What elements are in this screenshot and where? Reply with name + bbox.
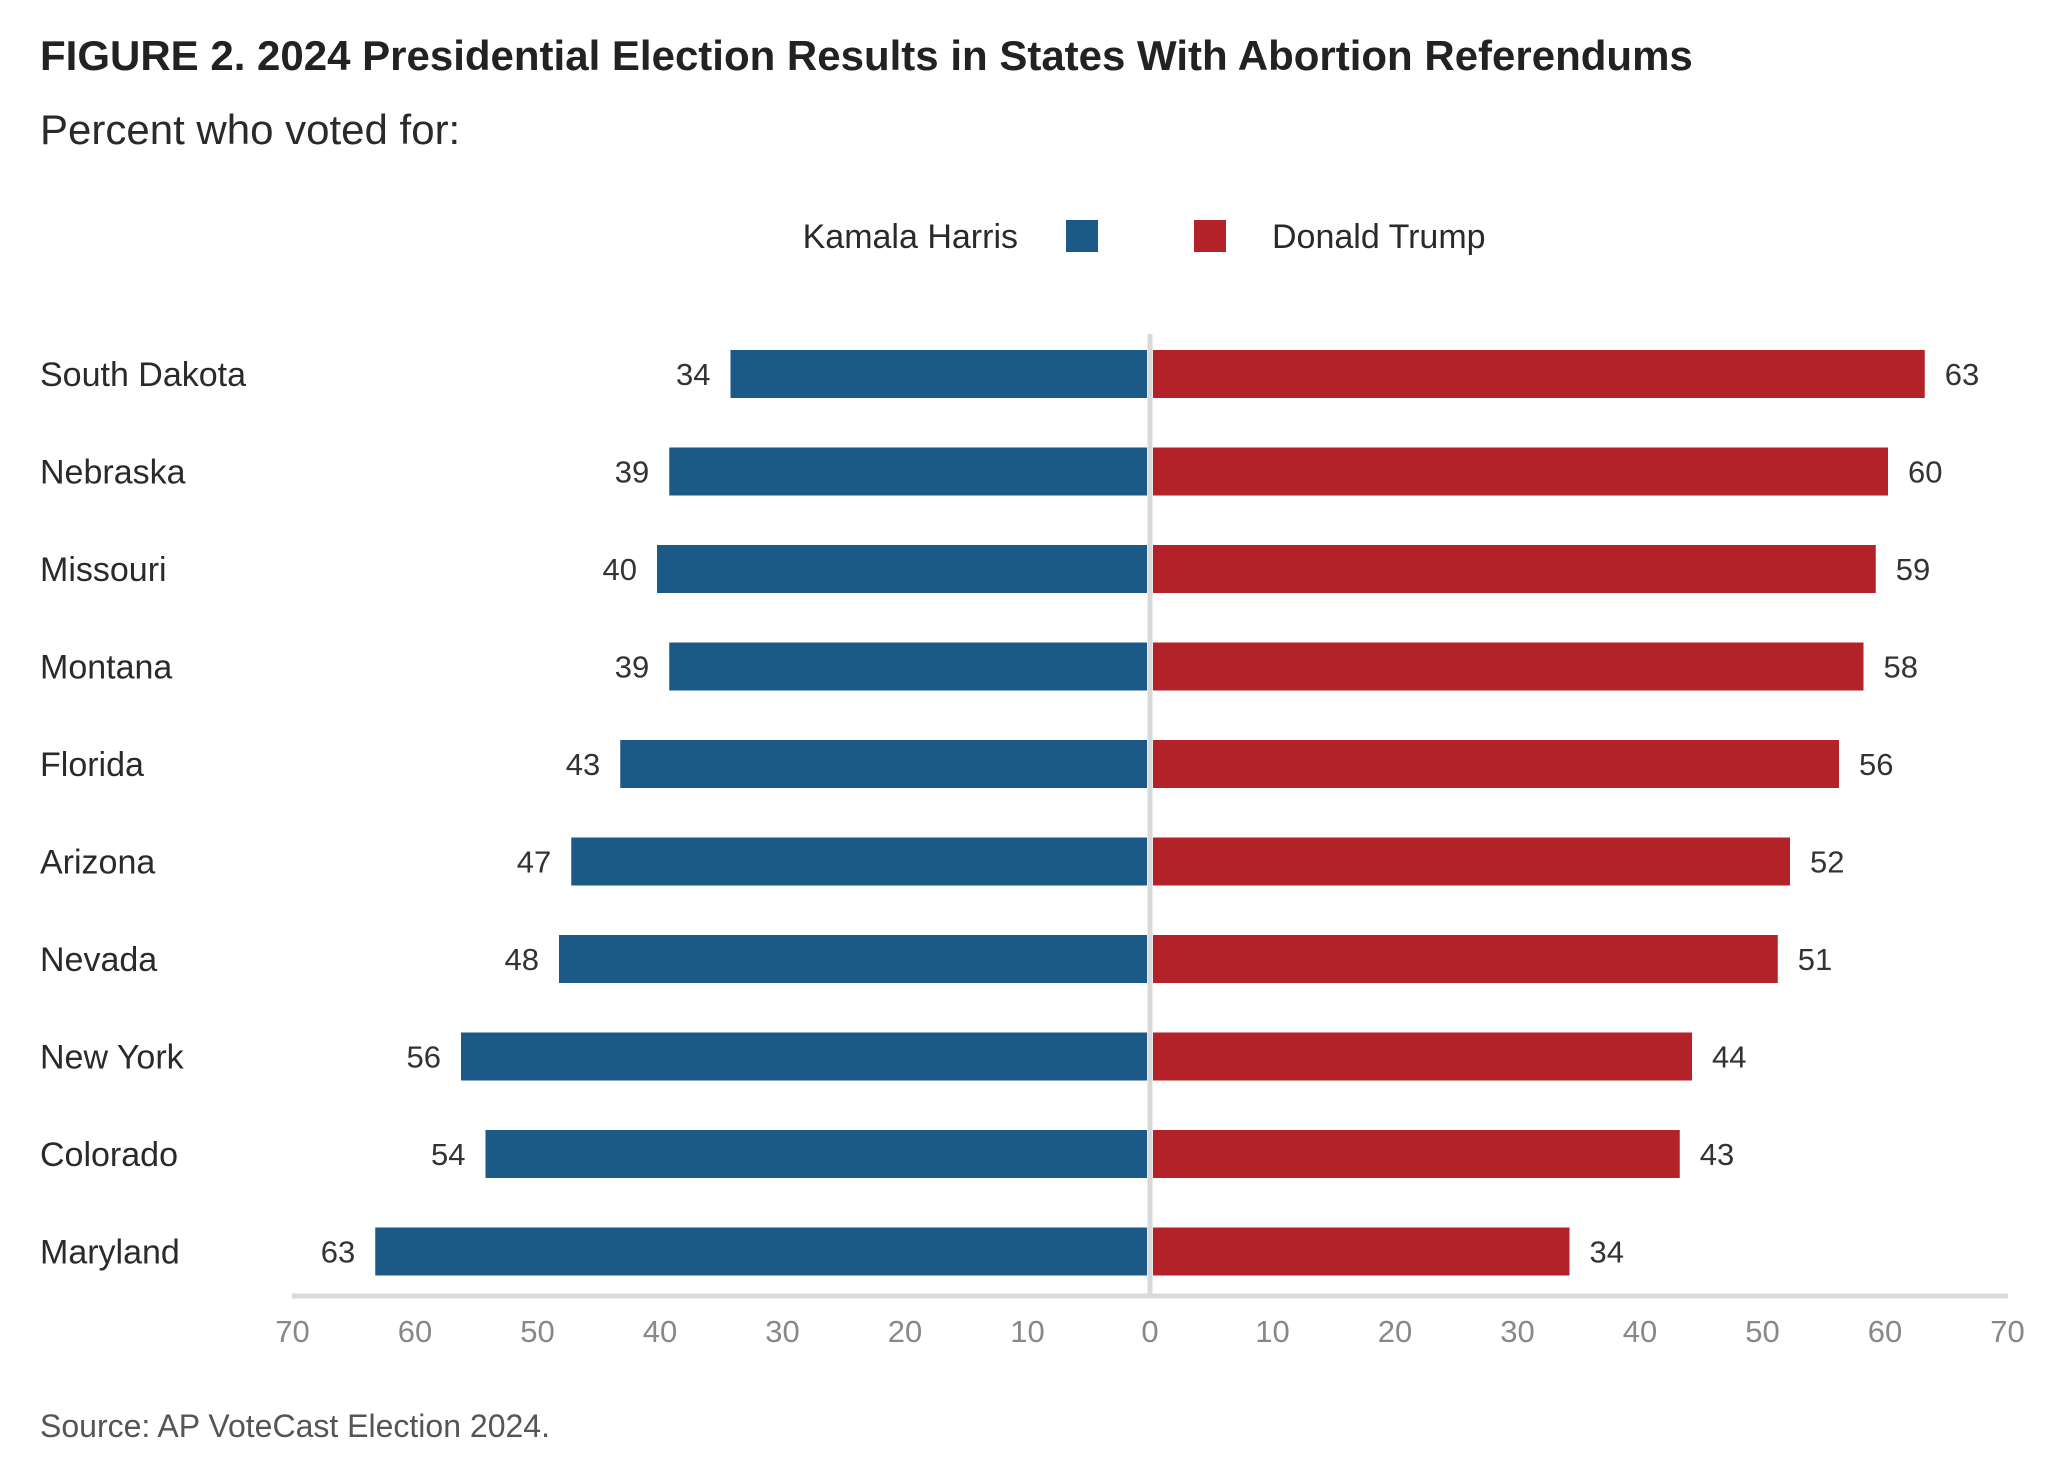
category-label-montana: Montana [40, 649, 172, 687]
x-tick-label: 40 [1623, 1314, 1657, 1349]
value-label-harris-maryland: 63 [321, 1235, 355, 1270]
x-tick-label: 60 [1868, 1314, 1902, 1349]
bar-harris-arizona [571, 837, 1147, 886]
value-label-harris-nebraska: 39 [615, 455, 649, 490]
bar-harris-south-dakota [730, 350, 1147, 398]
bar-trump-south-dakota [1153, 350, 1925, 398]
value-label-trump-new-york: 44 [1712, 1040, 1746, 1075]
value-label-trump-nevada: 51 [1798, 942, 1832, 977]
bar-harris-missouri [657, 545, 1147, 593]
bar-harris-maryland [375, 1227, 1147, 1276]
value-label-harris-new-york: 56 [407, 1040, 441, 1075]
value-label-harris-florida: 43 [566, 747, 600, 782]
category-label-missouri: Missouri [40, 551, 167, 589]
category-label-new-york: New York [40, 1039, 185, 1077]
bar-trump-maryland [1153, 1227, 1570, 1276]
value-label-harris-nevada: 48 [505, 942, 539, 977]
x-tick-label: 20 [888, 1314, 922, 1349]
bar-harris-new-york [461, 1032, 1147, 1081]
bar-trump-missouri [1153, 545, 1876, 593]
bar-harris-colorado [485, 1130, 1147, 1178]
bar-harris-nebraska [669, 447, 1147, 496]
bar-trump-colorado [1153, 1130, 1680, 1178]
value-label-harris-south-dakota: 34 [676, 357, 710, 392]
legend-label-harris: Kamala Harris [803, 218, 1018, 256]
value-label-trump-arizona: 52 [1810, 845, 1844, 880]
x-tick-label: 50 [520, 1314, 554, 1349]
bar-trump-new-york [1153, 1032, 1692, 1081]
value-label-harris-missouri: 40 [603, 552, 637, 587]
chart-subtitle: Percent who voted for: [40, 106, 461, 153]
x-tick-label: 50 [1745, 1314, 1779, 1349]
value-label-trump-colorado: 43 [1700, 1137, 1734, 1172]
category-label-florida: Florida [40, 746, 144, 784]
value-label-harris-arizona: 47 [517, 845, 551, 880]
source-note: Source: AP VoteCast Election 2024. [40, 1408, 550, 1444]
value-label-trump-florida: 56 [1859, 747, 1893, 782]
chart-title: FIGURE 2. 2024 Presidential Election Res… [40, 32, 1693, 79]
bar-trump-montana [1153, 642, 1864, 691]
x-tick-label: 70 [1990, 1314, 2024, 1349]
x-tick-label: 60 [398, 1314, 432, 1349]
category-label-south-dakota: South Dakota [40, 356, 246, 394]
category-label-maryland: Maryland [40, 1234, 180, 1272]
x-tick-label: 40 [643, 1314, 677, 1349]
x-tick-label: 70 [275, 1314, 309, 1349]
value-label-trump-montana: 58 [1884, 650, 1918, 685]
category-label-arizona: Arizona [40, 844, 155, 882]
value-label-trump-missouri: 59 [1896, 552, 1930, 587]
legend-swatch-harris [1066, 220, 1098, 252]
x-tick-label: 20 [1378, 1314, 1412, 1349]
bar-harris-nevada [559, 935, 1147, 983]
value-label-harris-colorado: 54 [431, 1137, 465, 1172]
x-tick-label: 0 [1141, 1314, 1158, 1349]
x-tick-label: 10 [1255, 1314, 1289, 1349]
x-tick-label: 10 [1010, 1314, 1044, 1349]
legend-label-trump: Donald Trump [1272, 218, 1486, 256]
bar-harris-montana [669, 642, 1147, 691]
category-label-nevada: Nevada [40, 941, 157, 979]
value-label-trump-nebraska: 60 [1908, 455, 1942, 490]
legend-swatch-trump [1194, 220, 1226, 252]
category-label-colorado: Colorado [40, 1136, 178, 1174]
bar-trump-nevada [1153, 935, 1778, 983]
bar-harris-florida [620, 740, 1147, 788]
value-label-trump-maryland: 34 [1590, 1235, 1624, 1270]
category-label-nebraska: Nebraska [40, 454, 186, 492]
value-label-harris-montana: 39 [615, 650, 649, 685]
diverging-bar-chart: Kamala Harris Donald Trump South Dakota 34 6… [40, 218, 2025, 1349]
bar-trump-arizona [1153, 837, 1790, 886]
bar-trump-florida [1153, 740, 1839, 788]
value-label-trump-south-dakota: 63 [1945, 357, 1979, 392]
x-tick-label: 30 [1500, 1314, 1534, 1349]
bar-trump-nebraska [1153, 447, 1888, 496]
x-tick-label: 30 [765, 1314, 799, 1349]
